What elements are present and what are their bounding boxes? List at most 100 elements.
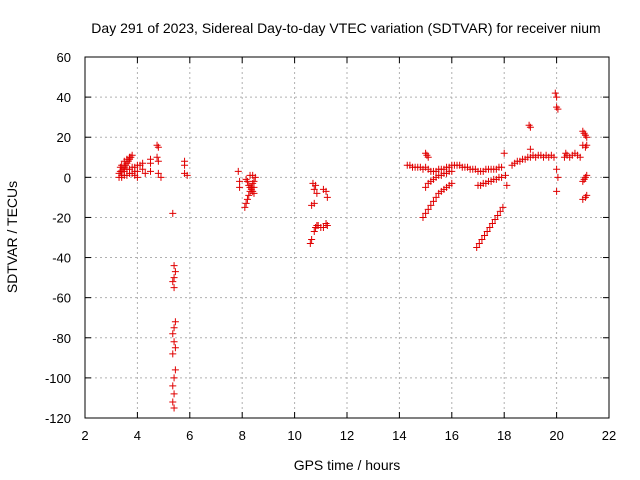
- data-point: [306, 240, 314, 248]
- data-point: [526, 123, 534, 131]
- x-tick-label: 16: [445, 428, 459, 443]
- data-point: [157, 173, 165, 181]
- data-point: [171, 268, 179, 276]
- data-point: [141, 169, 149, 177]
- x-tick-labels: 2 4 6 8 10 12 14 16 18 20 22: [81, 428, 616, 443]
- x-tick-label: 14: [392, 428, 406, 443]
- data-point: [319, 223, 327, 231]
- data-point: [550, 153, 558, 161]
- data-point: [498, 163, 506, 171]
- data-point: [147, 155, 154, 163]
- chart-title: Day 291 of 2023, Sidereal Day-to-day VTE…: [91, 20, 600, 36]
- data-point: [243, 177, 251, 185]
- data-point: [526, 145, 534, 153]
- data-point: [448, 167, 456, 175]
- data-point: [251, 173, 259, 181]
- data-point: [554, 173, 562, 181]
- data-point: [118, 161, 126, 169]
- data-point: [427, 201, 435, 209]
- data-point: [170, 404, 178, 412]
- y-tick-label: -60: [52, 291, 71, 306]
- data-point: [169, 382, 177, 390]
- data-point: [234, 167, 242, 175]
- data-point: [170, 374, 178, 382]
- y-tick-label: -40: [52, 251, 71, 266]
- y-tick-labels: 60 40 20 0 -20 -40 -60 -80 -100 -120: [45, 50, 71, 426]
- data-point: [498, 173, 506, 181]
- data-point: [170, 324, 178, 332]
- data-point: [170, 338, 178, 346]
- data-point: [502, 171, 510, 179]
- y-tick-label: -120: [45, 411, 71, 426]
- data-point: [554, 105, 562, 113]
- data-point: [576, 153, 584, 161]
- x-tick-label: 12: [340, 428, 354, 443]
- data-point: [424, 153, 432, 161]
- data-point: [583, 141, 591, 149]
- data-point: [473, 244, 481, 252]
- data-point: [313, 189, 321, 197]
- data-point: [475, 240, 483, 248]
- x-tick-label: 18: [497, 428, 511, 443]
- data-point: [422, 183, 430, 191]
- data-point: [323, 221, 331, 229]
- data-point: [243, 195, 251, 203]
- data-point: [448, 179, 456, 187]
- data-point: [250, 183, 258, 191]
- data-point: [583, 191, 591, 199]
- data-point: [153, 153, 161, 161]
- data-point: [183, 171, 191, 179]
- data-point: [312, 181, 320, 189]
- x-tick-label: 8: [239, 428, 246, 443]
- data-point: [419, 213, 427, 221]
- x-tick-label: 10: [287, 428, 301, 443]
- data-point: [503, 181, 511, 189]
- y-tick-label: 40: [57, 90, 71, 105]
- y-tick-label: 20: [57, 130, 71, 145]
- data-point: [169, 209, 177, 217]
- y-tick-label: -80: [52, 331, 71, 346]
- data-point: [250, 189, 258, 197]
- data-point: [310, 185, 318, 193]
- data-point: [488, 219, 496, 227]
- data-point: [478, 236, 486, 244]
- data-point: [126, 153, 134, 161]
- data-point: [308, 236, 316, 244]
- data-point: [169, 398, 177, 406]
- data-point: [491, 215, 499, 223]
- data-point: [499, 203, 507, 211]
- data-point: [170, 390, 178, 398]
- plot-frame: [84, 56, 610, 419]
- x-axis-title: GPS time / hours: [294, 457, 401, 473]
- data-point: [553, 187, 561, 195]
- y-tick-label: 60: [57, 50, 71, 65]
- data-point: [133, 173, 141, 181]
- y-tick-label: 0: [64, 170, 71, 185]
- data-point: [483, 227, 491, 235]
- data-point: [169, 278, 177, 286]
- data-point: [432, 193, 440, 201]
- data-point: [424, 205, 432, 213]
- data-point: [500, 149, 508, 157]
- data-point: [323, 193, 331, 201]
- data-point: [147, 167, 154, 175]
- data-point: [583, 133, 591, 141]
- data-point: [429, 197, 437, 205]
- data-point: [170, 262, 178, 270]
- data-point: [242, 199, 250, 207]
- data-point: [481, 231, 489, 239]
- data-point: [139, 159, 147, 167]
- data-point: [170, 274, 178, 282]
- x-tick-label: 2: [81, 428, 88, 443]
- grid: [85, 57, 609, 418]
- data-point: [551, 89, 559, 97]
- data-point: [169, 330, 177, 338]
- data-point: [322, 187, 330, 195]
- data-markers: [115, 89, 591, 412]
- data-point: [171, 366, 179, 374]
- x-tick-label: 6: [186, 428, 193, 443]
- data-point: [496, 207, 504, 215]
- data-point: [171, 318, 179, 326]
- data-point: [553, 165, 561, 173]
